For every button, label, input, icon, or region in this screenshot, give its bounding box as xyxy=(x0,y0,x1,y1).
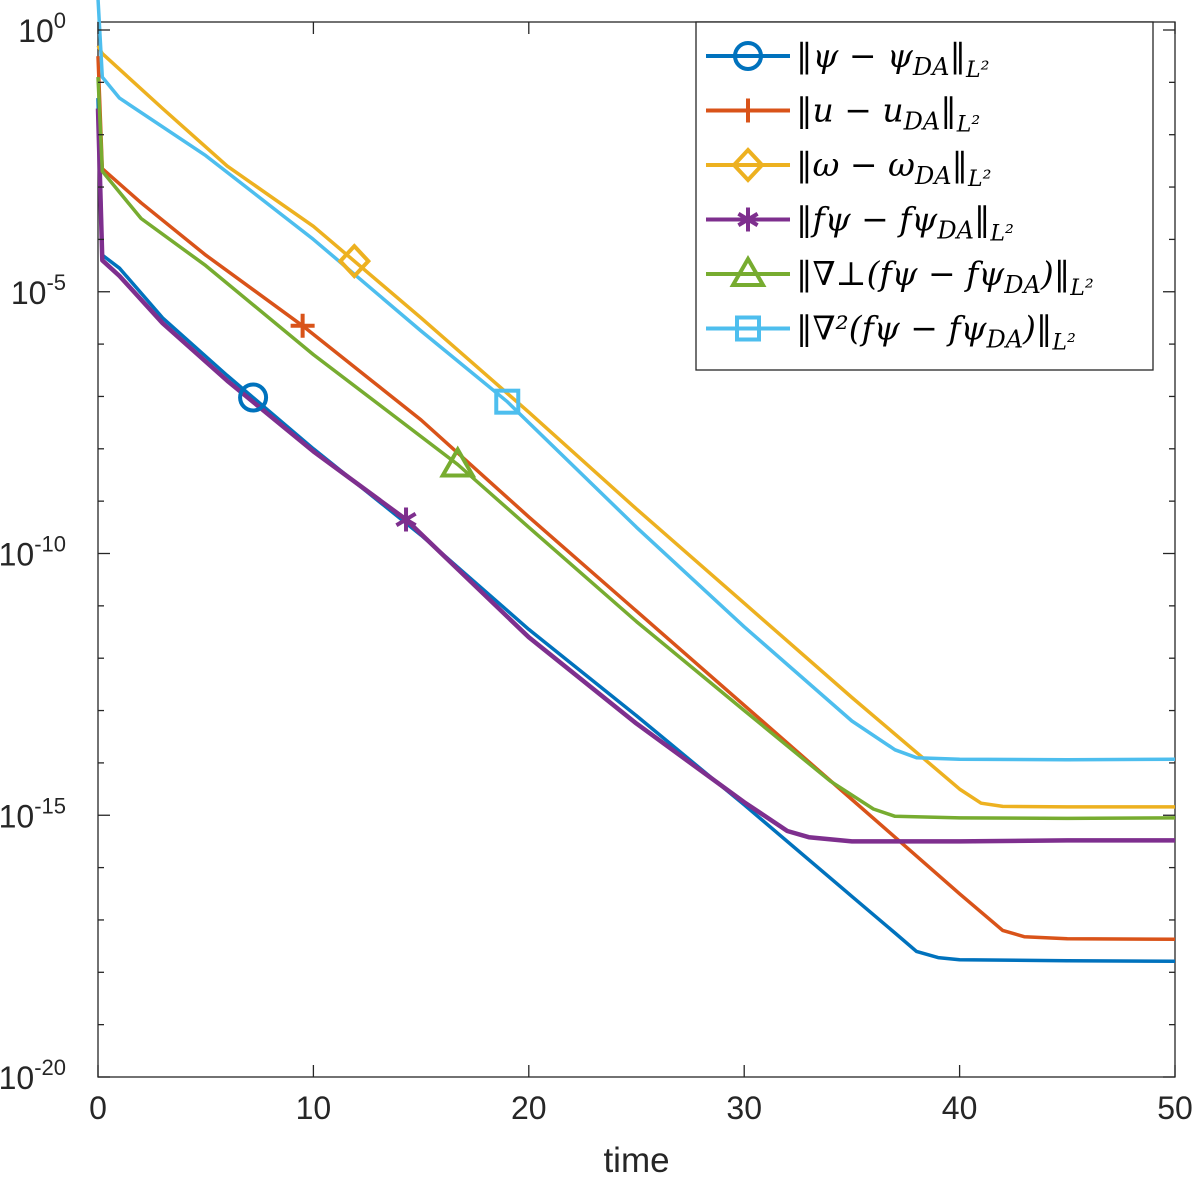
legend-marker-5 xyxy=(729,254,767,287)
legend-box xyxy=(695,21,1154,371)
legend-marker-4 xyxy=(737,207,759,232)
y-tick-label: 10-5 xyxy=(11,270,66,311)
x-tick-label: 10 xyxy=(296,1090,332,1126)
series-marker-3 xyxy=(337,243,372,280)
y-tick-label: 100 xyxy=(18,8,66,49)
series-marker-5 xyxy=(439,445,477,478)
x-tick-label: 20 xyxy=(511,1090,547,1126)
series-line-3 xyxy=(96,44,1175,809)
legend-label-2: ‖u − uDA‖L² xyxy=(796,91,980,138)
series-line-1 xyxy=(96,98,1176,964)
series-marker-6 xyxy=(494,388,521,415)
legend-marker-3 xyxy=(731,147,765,183)
y-tick-label: 10-15 xyxy=(0,793,66,834)
x-tick-label: 40 xyxy=(942,1090,978,1126)
legend: ‖ψ − ψDA‖L² ‖u − uDA‖L² ‖ω − ωDA‖L² ‖fψ − f… xyxy=(695,21,1154,371)
x-tick-label: 50 xyxy=(1157,1090,1193,1126)
marker-layer xyxy=(238,243,521,532)
series-line-5 xyxy=(96,77,1176,821)
x-tick-label: 0 xyxy=(89,1090,107,1126)
legend-label-3: ‖ω − ωDA‖L² xyxy=(796,145,991,192)
legend-marker-6 xyxy=(735,315,761,342)
legend-label-1: ‖ψ − ψDA‖L² xyxy=(796,36,989,83)
series-marker-4 xyxy=(395,507,417,532)
legend-marker-1 xyxy=(733,41,763,71)
legend-marker-2 xyxy=(736,98,760,123)
legend-label-6: ‖∇²(fψ − fψDA)‖L² xyxy=(796,309,1076,356)
series-marker-2 xyxy=(290,313,315,338)
series-line-6 xyxy=(96,0,1176,762)
y-tick-label: 10-10 xyxy=(0,532,66,573)
series-layer xyxy=(95,0,1176,964)
legend-label-4: ‖fψ − fψDA‖L² xyxy=(796,200,1014,247)
legend-label-5: ‖∇⊥(fψ − fψDA)‖L² xyxy=(796,254,1094,301)
x-axis-label: time xyxy=(603,1141,669,1178)
series-line-4 xyxy=(95,108,1175,844)
series-marker-1 xyxy=(238,382,269,413)
series-line-2 xyxy=(96,56,1176,942)
y-tick-label: 10-20 xyxy=(0,1055,66,1096)
x-tick-label: 30 xyxy=(726,1090,762,1126)
